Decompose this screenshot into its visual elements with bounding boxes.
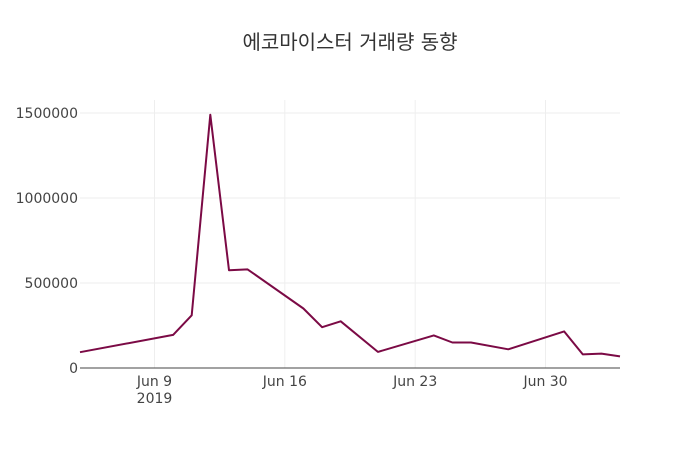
data-point [582,353,584,355]
data-point [228,269,230,271]
data-point [377,351,379,353]
x-tick-year-label: 2019 [137,391,173,407]
data-point [470,342,472,344]
data-point [563,330,565,332]
data-point [79,351,81,353]
x-tick-label: Jun 23 [392,374,437,390]
x-tick-label: Jun 16 [262,374,307,390]
grid [80,100,620,368]
data-point [321,326,323,328]
data-point [433,334,435,336]
chart-title: 에코마이스터 거래량 동향 [242,30,457,54]
data-point [340,320,342,322]
y-tick-label: 0 [69,361,78,377]
series-layer [79,113,621,358]
data-point [172,334,174,336]
data-point [191,314,193,316]
data-point [507,348,509,350]
y-tick-label: 1500000 [16,106,78,122]
series-line [79,113,621,358]
y-tick-label: 500000 [25,276,78,292]
data-point [619,355,621,357]
data-point [247,268,249,270]
data-point [209,114,211,116]
data-point [451,342,453,344]
y-tick-label: 1000000 [16,191,78,207]
x-tick-label: Jun 9 [136,374,172,390]
data-point [600,353,602,355]
x-tick-label: Jun 30 [522,374,567,390]
data-point [302,308,304,310]
